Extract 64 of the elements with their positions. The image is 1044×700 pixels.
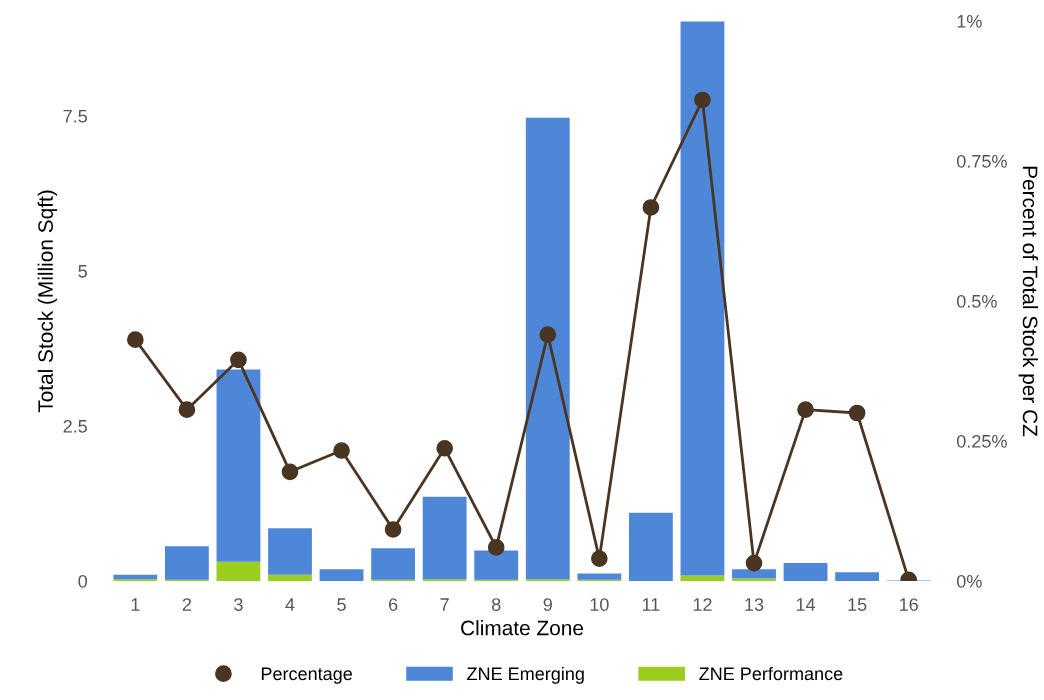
y2-tick-label: 0.5% xyxy=(956,294,997,308)
y2-axis-title: Percent of Total Stock per CZ xyxy=(1018,166,1039,437)
point xyxy=(848,404,866,422)
bar xyxy=(680,21,725,576)
point xyxy=(436,439,454,457)
x-tick-label: 10 xyxy=(590,598,609,611)
y2-tick-label: 0.75% xyxy=(956,154,1007,168)
x-tick-label: 11 xyxy=(642,598,660,611)
x-axis-title: Climate Zone xyxy=(461,620,584,636)
x-tick-label: 13 xyxy=(745,598,764,611)
x-tick-label: 12 xyxy=(693,598,712,611)
y2-tick-label: 1% xyxy=(957,15,982,28)
bar xyxy=(268,528,312,575)
y-tick-label: 5 xyxy=(78,265,87,278)
point xyxy=(642,199,660,216)
bar xyxy=(371,548,416,580)
bar xyxy=(732,569,776,579)
y2-tick-label: 0.25% xyxy=(956,434,1007,448)
x-tick-label: 9 xyxy=(543,598,552,611)
bar xyxy=(474,550,519,580)
y2-tick-label: 0% xyxy=(956,574,982,588)
bar xyxy=(164,546,209,580)
point xyxy=(590,550,608,567)
point xyxy=(694,91,711,109)
y-axis-title: Total Stock (Million Sqft) xyxy=(37,190,58,413)
x-tick-label: 1 xyxy=(131,598,140,611)
x-tick-label: 15 xyxy=(848,598,867,611)
bar xyxy=(835,572,880,581)
y-tick-label: 2.5 xyxy=(63,419,87,433)
x-tick-label: 8 xyxy=(491,598,501,611)
legend-label: Percentage xyxy=(261,667,352,684)
point xyxy=(487,539,505,556)
x-tick-label: 14 xyxy=(796,598,816,611)
bar xyxy=(422,496,467,580)
point xyxy=(126,331,144,348)
legend-label: ZNE Performance xyxy=(699,666,843,681)
y-tick-label: 7.5 xyxy=(63,110,87,123)
bar xyxy=(216,369,261,562)
bar xyxy=(216,561,261,581)
y-tick-label: 0 xyxy=(78,574,88,588)
x-tick-label: 7 xyxy=(440,598,449,611)
bar xyxy=(680,575,725,581)
point xyxy=(384,521,402,538)
bar xyxy=(319,569,364,581)
bar xyxy=(113,574,158,580)
x-tick-label: 4 xyxy=(285,598,295,611)
point xyxy=(178,401,196,418)
point xyxy=(745,554,763,572)
point xyxy=(281,463,299,481)
legend-label: ZNE Emerging xyxy=(467,666,584,684)
bar xyxy=(783,563,828,581)
x-tick-label: 6 xyxy=(389,598,398,611)
point xyxy=(797,401,814,418)
point xyxy=(539,326,557,343)
x-tick-label: 16 xyxy=(900,598,918,611)
bar xyxy=(577,573,622,580)
x-tick-label: 2 xyxy=(182,598,191,611)
bar xyxy=(628,512,673,581)
point xyxy=(230,351,247,369)
bar xyxy=(268,574,312,581)
point xyxy=(333,442,350,459)
bar xyxy=(525,117,570,580)
x-tick-label: 5 xyxy=(337,598,346,611)
x-tick-label: 3 xyxy=(234,598,243,611)
